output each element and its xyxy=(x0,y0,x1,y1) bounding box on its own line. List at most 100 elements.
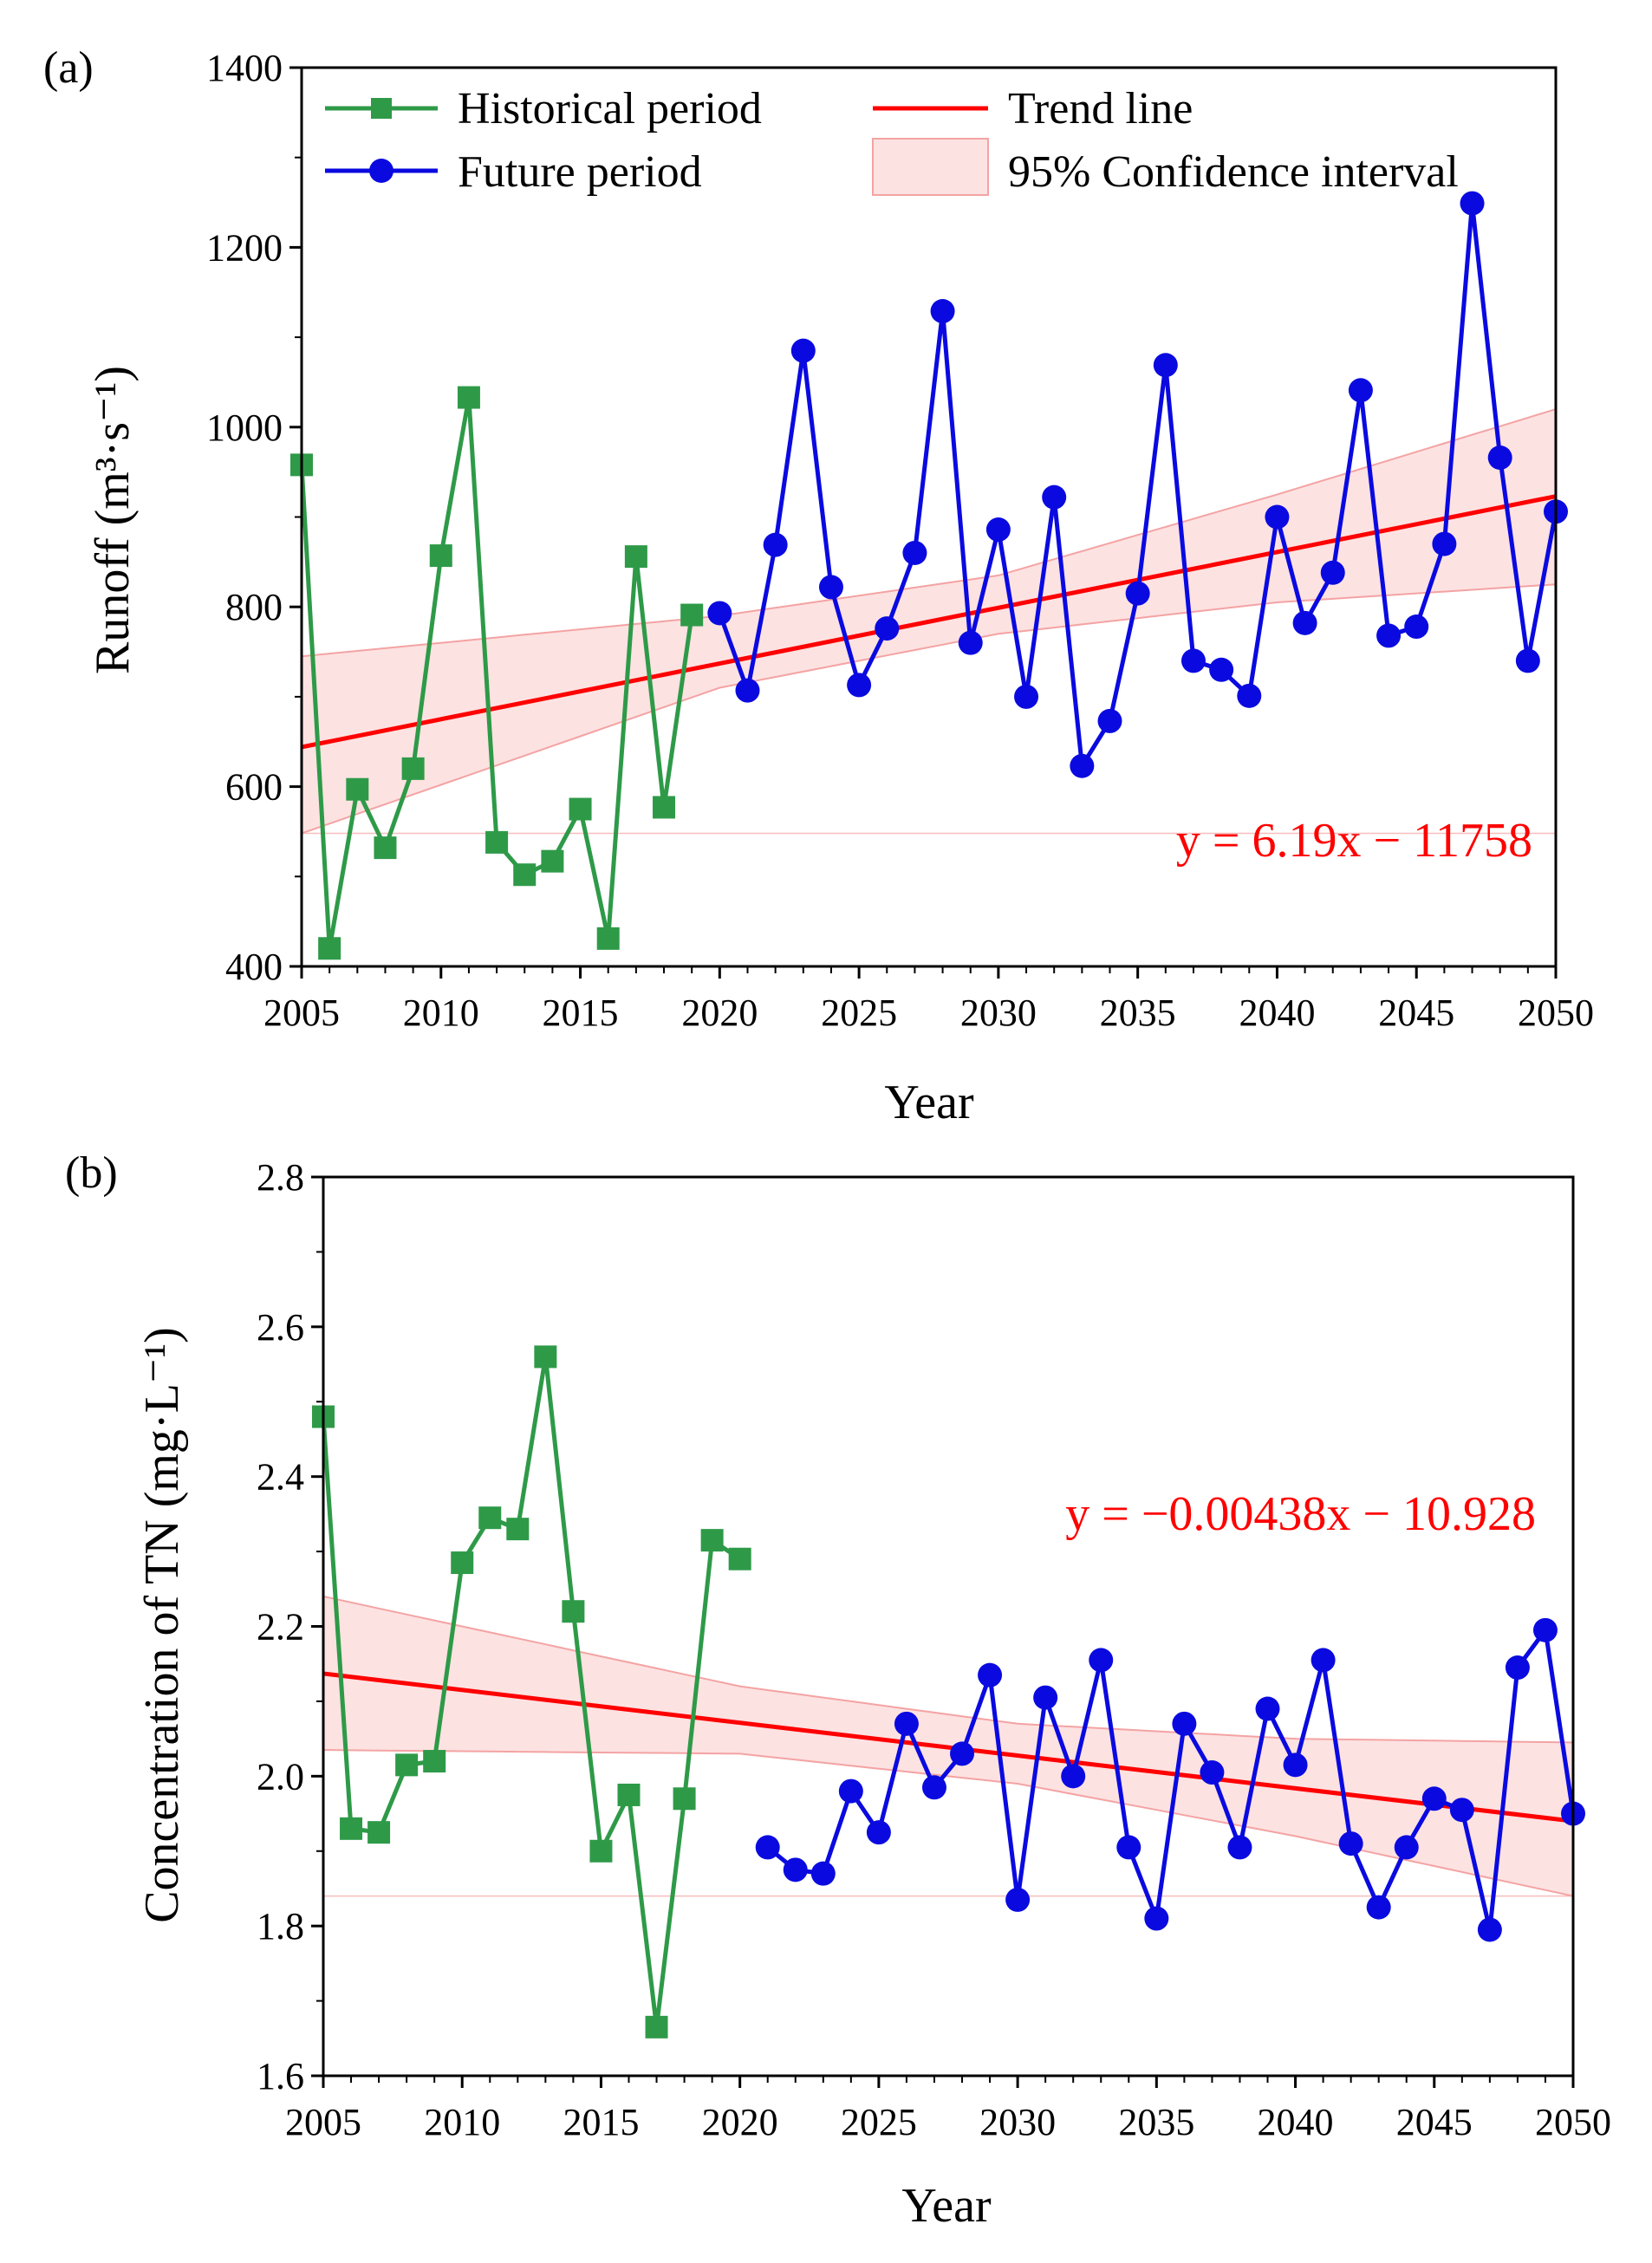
panel-a-trend-line-group xyxy=(301,494,1557,750)
b-historical-point-2008 xyxy=(395,1753,419,1777)
b-future-point-2049 xyxy=(1532,1617,1558,1642)
b-future-point-2024 xyxy=(838,1779,863,1804)
b-historical-point-2020 xyxy=(728,1547,751,1570)
b-historical-point-2019 xyxy=(700,1529,724,1552)
b-future-point-2038 xyxy=(1227,1835,1252,1860)
panel-b-y-axis-label: Concentration of TN (mg·L⁻¹) xyxy=(135,1327,189,1923)
a-future-point-2046 xyxy=(1432,531,1457,556)
panel-b-ticks: 2005 2010 2015 2020 2025 2030 2035 2040 2045 2050… xyxy=(257,1156,1611,2143)
a-y-tick-label-3: 1000 xyxy=(206,406,283,449)
panel-b-trend-equation: y = −0.00438x − 10.928 xyxy=(1065,1487,1536,1541)
b-historical-point-2011 xyxy=(478,1506,502,1530)
panel-b-tn-chart: (b) 2005 2010 2015 2020 2025 2030 2035 2040 2045… xyxy=(65,1148,1611,2233)
b-historical-point-2015 xyxy=(589,1839,613,1863)
b-historical-point-2009 xyxy=(423,1750,446,1773)
b-x-tick-label-2030: 2030 xyxy=(979,2101,1056,2143)
a-future-point-2036 xyxy=(1153,353,1178,378)
b-x-tick-label-2010: 2010 xyxy=(424,2101,500,2143)
b-x-tick-label-2005: 2005 xyxy=(285,2101,361,2143)
b-future-point-2046 xyxy=(1449,1798,1474,1823)
a-future-point-2020 xyxy=(707,601,732,626)
b-future-point-2035 xyxy=(1144,1906,1169,1931)
b-future-point-2028 xyxy=(950,1741,975,1766)
a-historical-point-2010 xyxy=(429,544,452,568)
b-x-tick-label-2040: 2040 xyxy=(1258,2101,1334,2143)
legend-future-marker xyxy=(369,159,393,183)
a-y-tick-label-0: 400 xyxy=(225,946,283,988)
a-x-tick-label-2025: 2025 xyxy=(821,992,897,1034)
a-future-point-2029 xyxy=(958,630,983,655)
panel-b-axes-frame xyxy=(322,1175,1575,2078)
legend: Historical period Future period Trend li… xyxy=(325,84,1459,197)
panel-a-x-axis-label: Year xyxy=(884,1076,974,1129)
a-y-tick-label-1: 600 xyxy=(225,766,283,809)
a-future-point-2031 xyxy=(1014,684,1039,709)
a-y-tick-label-4: 1200 xyxy=(206,226,283,269)
b-y-tick-label-1: 1.8 xyxy=(257,1905,304,1948)
b-future-point-2022 xyxy=(783,1857,808,1883)
b-x-tick-label-2015: 2015 xyxy=(563,2101,639,2143)
a-future-point-2043 xyxy=(1348,378,1373,403)
a-future-point-2028 xyxy=(930,299,955,324)
a-historical-point-2006 xyxy=(318,937,341,960)
b-future-point-2043 xyxy=(1366,1895,1391,1920)
a-future-point-2037 xyxy=(1180,648,1206,673)
panel-b-x-axis-label: Year xyxy=(901,2179,992,2233)
b-future-point-2047 xyxy=(1477,1917,1502,1942)
b-future-point-2044 xyxy=(1394,1835,1419,1860)
a-future-point-2026 xyxy=(875,616,900,641)
a-future-point-2049 xyxy=(1515,648,1540,673)
a-future-point-2034 xyxy=(1097,708,1122,733)
a-future-point-2044 xyxy=(1376,623,1402,648)
b-y-tick-label-6: 2.8 xyxy=(257,1156,304,1199)
b-trend-line xyxy=(322,1671,1574,1824)
b-x-tick-label-2050: 2050 xyxy=(1535,2101,1611,2143)
a-future-point-2048 xyxy=(1487,445,1512,471)
b-y-tick-label-5: 2.6 xyxy=(257,1306,304,1349)
panel-a-ticks: 2005 2010 2015 2020 2025 2030 2035 2040 2045 2050… xyxy=(206,47,1594,1034)
b-historical-point-2013 xyxy=(534,1345,557,1369)
a-x-tick-label-2010: 2010 xyxy=(403,992,479,1034)
b-future-point-2039 xyxy=(1255,1696,1280,1721)
a-historical-point-2009 xyxy=(401,757,425,780)
b-historical-point-2016 xyxy=(617,1783,641,1806)
panel-a-label: (a) xyxy=(43,43,94,93)
b-historical-point-2007 xyxy=(367,1821,391,1844)
legend-trend-label: Trend line xyxy=(1008,84,1193,133)
b-future-point-2042 xyxy=(1338,1831,1363,1857)
b-plot-border xyxy=(322,1175,1575,2078)
b-future-point-2026 xyxy=(894,1711,919,1736)
a-future-point-2021 xyxy=(735,678,760,703)
a-x-tick-label-2020: 2020 xyxy=(681,992,758,1034)
b-x-tick-label-2025: 2025 xyxy=(841,2101,917,2143)
b-historical-point-2014 xyxy=(562,1600,585,1623)
b-historical-line xyxy=(321,1354,742,2030)
a-future-point-2041 xyxy=(1292,610,1317,635)
b-future-point-2033 xyxy=(1089,1648,1114,1673)
b-future-point-2032 xyxy=(1061,1764,1086,1789)
a-future-point-2047 xyxy=(1460,191,1485,216)
b-future-point-2037 xyxy=(1200,1760,1225,1785)
a-historical-point-2007 xyxy=(346,777,369,801)
b-future-point-2041 xyxy=(1311,1648,1336,1673)
b-x-tick-label-2035: 2035 xyxy=(1118,2101,1194,2143)
legend-future-label: Future period xyxy=(458,147,702,197)
b-future-point-2045 xyxy=(1421,1786,1447,1811)
a-x-tick-label-2035: 2035 xyxy=(1100,992,1176,1034)
a-x-tick-label-2050: 2050 xyxy=(1518,992,1594,1034)
b-future-point-2048 xyxy=(1505,1655,1530,1681)
a-historical-point-2019 xyxy=(680,603,704,627)
b-future-point-2027 xyxy=(921,1775,946,1800)
legend-historical-label: Historical period xyxy=(458,84,762,133)
b-historical-point-2018 xyxy=(673,1787,696,1811)
a-y-tick-label-5: 1400 xyxy=(206,47,283,89)
a-future-point-2027 xyxy=(902,540,927,565)
a-x-tick-label-2005: 2005 xyxy=(263,992,340,1034)
legend-ci-label: 95% Confidence interval xyxy=(1008,147,1459,197)
a-historical-point-2012 xyxy=(485,830,509,854)
a-x-tick-label-2045: 2045 xyxy=(1378,992,1454,1034)
a-future-point-2042 xyxy=(1320,560,1345,585)
b-historical-point-2017 xyxy=(645,2015,668,2039)
a-future-point-2025 xyxy=(847,673,872,698)
b-future-point-2031 xyxy=(1033,1685,1058,1710)
